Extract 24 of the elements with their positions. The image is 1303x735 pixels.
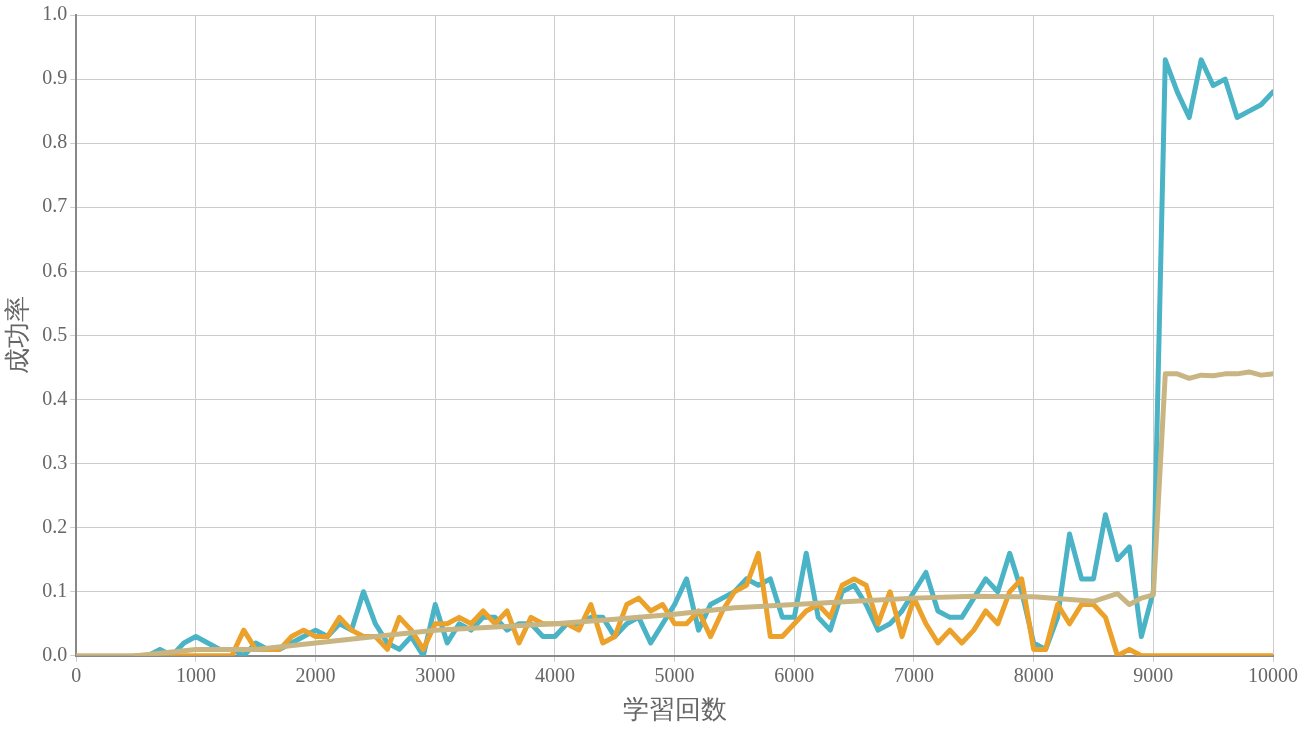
y-tick-label: 0.4 bbox=[42, 386, 68, 409]
y-tick-label: 0.6 bbox=[42, 258, 68, 281]
x-tick-label: 5000 bbox=[654, 664, 695, 687]
y-tick-label: 1.0 bbox=[42, 2, 68, 25]
x-tick-label: 7000 bbox=[893, 664, 934, 687]
x-tick-label: 3000 bbox=[415, 664, 456, 687]
x-axis-title: 学習回数 bbox=[622, 694, 727, 725]
y-tick-label: 0.0 bbox=[42, 643, 68, 666]
x-tick-label: 4000 bbox=[534, 664, 575, 687]
y-tick-label: 0.3 bbox=[42, 450, 68, 473]
x-tick-label: 6000 bbox=[774, 664, 815, 687]
x-tick-label: 1000 bbox=[175, 664, 216, 687]
y-tick-label: 0.2 bbox=[42, 514, 68, 537]
x-tick-label: 0 bbox=[71, 664, 82, 687]
y-tick-label: 0.5 bbox=[42, 322, 68, 345]
x-tick-label: 10000 bbox=[1248, 664, 1298, 687]
x-tick-label: 8000 bbox=[1013, 664, 1054, 687]
y-tick-label: 0.8 bbox=[42, 130, 68, 153]
y-tick-label: 0.7 bbox=[42, 194, 68, 217]
y-axis-title: 成功率 bbox=[2, 296, 33, 375]
y-tick-label: 0.1 bbox=[42, 578, 68, 601]
x-tick-label: 2000 bbox=[295, 664, 336, 687]
y-tick-label: 0.9 bbox=[42, 66, 68, 89]
x-tick-label: 9000 bbox=[1133, 664, 1174, 687]
